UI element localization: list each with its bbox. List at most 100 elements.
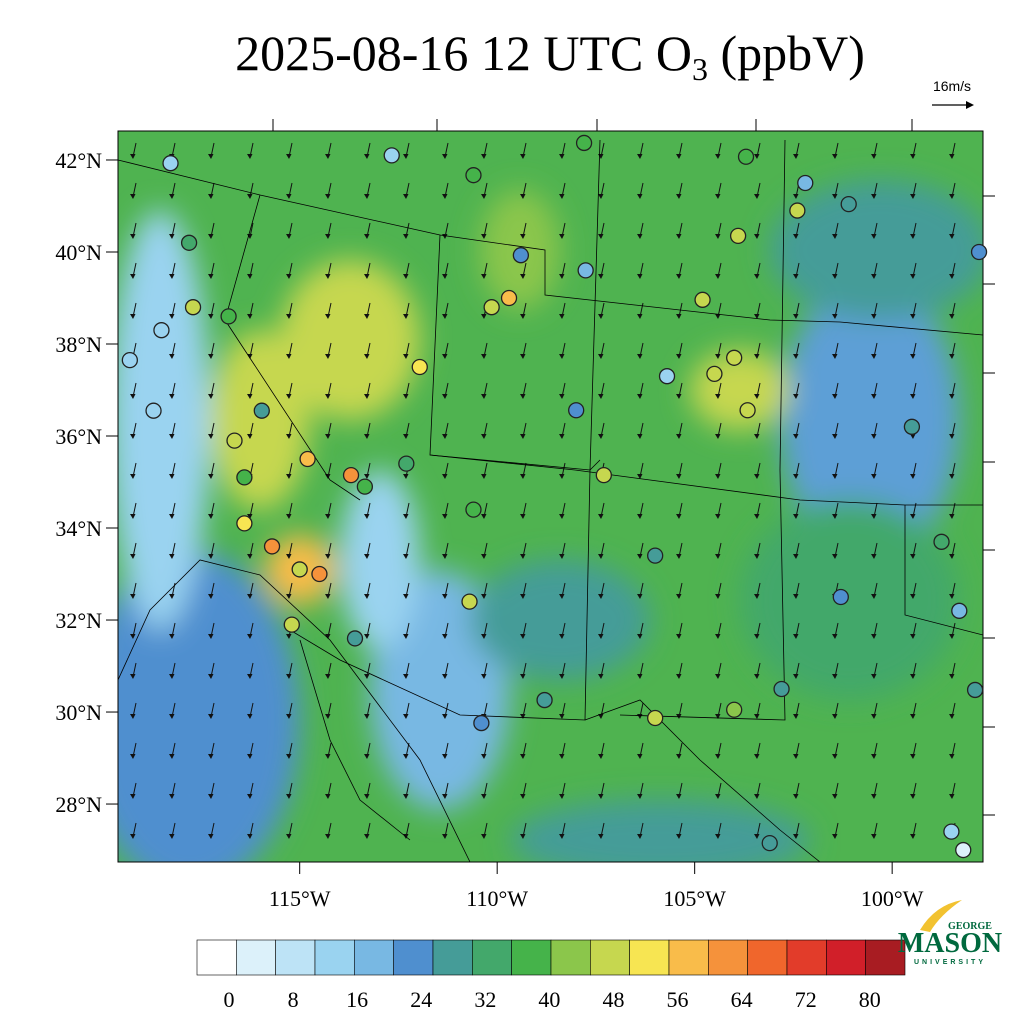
station — [184, 299, 202, 316]
station — [694, 291, 711, 308]
station — [739, 402, 756, 419]
station — [726, 349, 743, 366]
station — [398, 455, 415, 472]
station — [342, 466, 360, 484]
map-frame — [117, 130, 984, 863]
colorbar-box — [590, 939, 630, 976]
station — [383, 147, 400, 164]
colorbar-tick-label: 56 — [667, 987, 689, 1012]
station — [737, 148, 755, 165]
station — [356, 478, 374, 495]
station — [832, 588, 849, 606]
station — [291, 561, 308, 578]
wind-reference-label: 16m/s — [933, 78, 971, 94]
station — [966, 681, 984, 699]
colorbar-tick-label: 64 — [731, 987, 753, 1012]
colorbar-tick-label: 24 — [410, 987, 432, 1012]
station — [465, 501, 482, 518]
gmu-logo: GEORGE MASON UNIVERSITY — [898, 900, 1002, 966]
station — [236, 515, 253, 532]
station — [346, 630, 364, 647]
colorbar-box — [393, 939, 434, 976]
colorbar-box — [236, 939, 276, 976]
station — [761, 834, 778, 852]
station — [840, 195, 857, 213]
colorbar-box — [432, 939, 473, 976]
station — [943, 823, 960, 840]
map-field — [118, 131, 983, 862]
colorbar-box — [668, 939, 709, 976]
station — [253, 402, 270, 419]
station — [500, 289, 518, 307]
colorbar-tick-label: 48 — [602, 987, 624, 1012]
station — [647, 709, 664, 727]
station — [658, 368, 676, 385]
station — [729, 227, 747, 245]
colorbar-box — [511, 939, 552, 976]
station — [512, 247, 530, 264]
station — [465, 167, 482, 184]
colorbar-tick-label: 40 — [538, 987, 560, 1012]
station — [411, 358, 428, 376]
colorbar-box — [747, 939, 788, 976]
lat-tick-label: 32°N — [55, 608, 102, 633]
station — [236, 469, 253, 486]
station — [299, 450, 316, 468]
station — [283, 616, 300, 633]
station — [311, 565, 328, 583]
graticule-ticks — [272, 119, 995, 816]
station — [483, 299, 500, 316]
colorbar-box — [550, 939, 591, 976]
colorbar-box — [275, 939, 316, 976]
station — [180, 234, 198, 251]
lat-tick-label: 36°N — [55, 424, 102, 449]
station — [263, 538, 281, 555]
lon-tick-label: 100°W — [861, 886, 924, 911]
lon-tick-label: 105°W — [663, 886, 726, 911]
station — [789, 202, 806, 219]
lat-tick-label: 40°N — [55, 240, 102, 265]
colorbar-tick-label: 16 — [346, 987, 368, 1012]
colorbar-box — [708, 939, 748, 976]
station — [797, 174, 814, 192]
station — [121, 351, 138, 369]
station — [595, 466, 612, 484]
title-main: 2025-08-16 12 UTC O — [235, 25, 692, 81]
station — [773, 680, 790, 698]
station — [647, 547, 664, 564]
lon-tick-label: 110°W — [466, 886, 528, 911]
station — [162, 155, 179, 172]
logo-name: MASON — [898, 928, 1002, 959]
logo-top: GEORGE — [948, 921, 992, 932]
lat-tick-label: 28°N — [55, 792, 102, 817]
station — [220, 308, 237, 325]
colorbar-box — [472, 939, 512, 976]
colorbar-tick-label: 8 — [288, 987, 299, 1012]
station — [536, 691, 553, 709]
station — [903, 418, 921, 435]
station — [726, 701, 743, 718]
station — [153, 322, 170, 339]
station — [577, 262, 594, 279]
title-subscript: 3 — [692, 51, 708, 87]
stations — [121, 134, 988, 859]
colorbar-tick-label: 0 — [224, 987, 235, 1012]
station — [568, 402, 585, 419]
colorbar-box — [826, 939, 866, 976]
lon-tick-label: 115°W — [269, 886, 331, 911]
colorbar-box — [786, 939, 827, 976]
colorbar-box — [354, 939, 394, 976]
station — [706, 365, 723, 383]
colorbar-box — [629, 939, 670, 976]
station — [970, 243, 988, 261]
colorbar: 0 8 16 24 32 40 48 56 64 72 80 — [196, 939, 906, 1012]
lat-tick-label: 34°N — [55, 516, 102, 541]
station — [473, 714, 490, 732]
colorbar-tick-label: 80 — [859, 987, 881, 1012]
title-suffix: (ppbV) — [708, 25, 865, 81]
station — [461, 593, 478, 610]
lat-tick-label: 30°N — [55, 700, 102, 725]
station — [951, 602, 968, 619]
colorbar-tick-label: 72 — [795, 987, 817, 1012]
